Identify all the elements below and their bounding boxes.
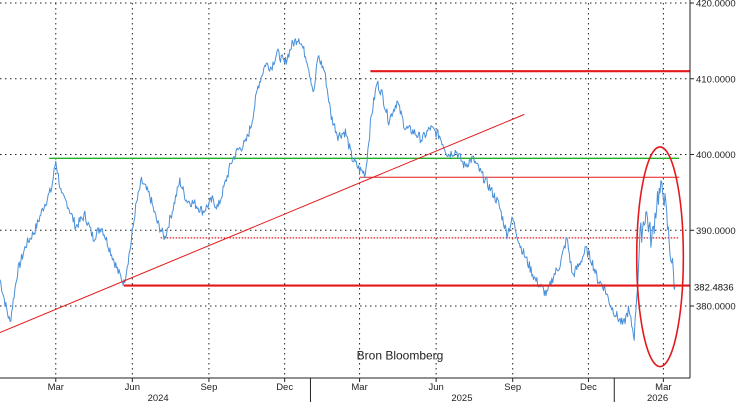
x-tick-label: Mar [351,382,367,393]
gridlines [0,2,690,378]
source-label: Bron Bloomberg [357,349,444,363]
annotation-overlay [0,70,690,368]
trendline [0,113,525,334]
x-tick-label: Dec [580,382,597,393]
year-label: 2026 [647,393,668,402]
x-tick-label: Dec [276,382,293,393]
year-label: 2024 [148,393,169,402]
horizontal-levels [49,157,680,239]
x-tick-label: Jun [428,382,443,393]
last-value-label: 382.4836 [694,283,734,294]
price-line [0,38,676,341]
y-tick-label: 400.0000 [696,150,736,161]
price-series [0,38,676,341]
last-value-box [691,280,736,295]
x-tick-label: Sep [200,382,217,393]
y-tick-label: 410.0000 [696,74,736,85]
x-tick-label: Sep [504,382,521,393]
x-tick-label: Jun [125,382,140,393]
year-label: 2025 [451,393,472,402]
y-tick-label: 380.0000 [696,302,736,313]
x-tick-label: Mar [655,382,671,393]
x-tick-label: Mar [48,382,64,393]
y-tick-label: 420.0000 [696,0,736,10]
y-tick-label: 390.0000 [696,226,736,237]
highlight-ellipse [635,146,685,368]
